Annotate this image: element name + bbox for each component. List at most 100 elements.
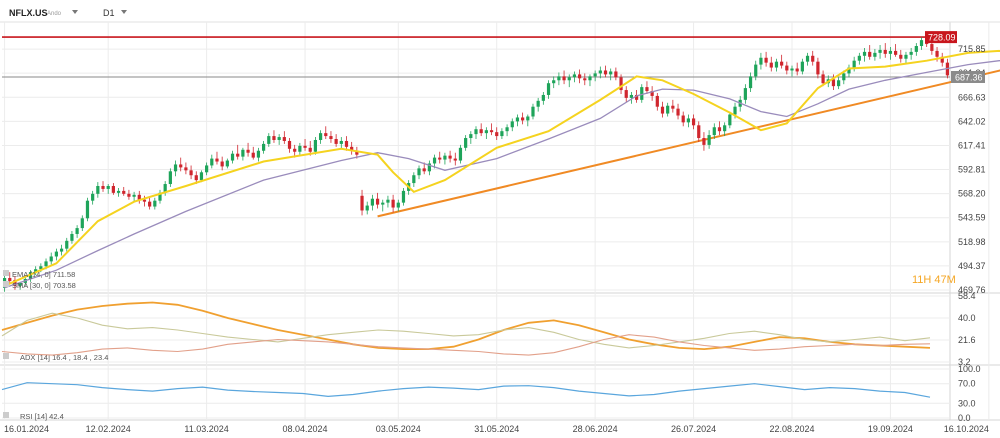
candle-body — [334, 139, 338, 144]
candle-body — [303, 145, 307, 148]
candle-body — [805, 55, 810, 62]
candle-body — [75, 228, 79, 234]
candle-body — [412, 175, 416, 184]
candle-body — [339, 140, 343, 144]
candle-body — [500, 131, 504, 137]
symbol-label[interactable]: NFLX.US — [9, 8, 48, 18]
candle-body — [536, 100, 540, 107]
candle-body — [417, 168, 421, 176]
candle-body — [474, 129, 478, 135]
candle-body — [821, 74, 825, 84]
candle-body — [780, 61, 784, 66]
candle-body — [785, 65, 789, 71]
candle-body — [251, 152, 255, 158]
candle-body — [837, 80, 841, 87]
candle-body — [163, 184, 167, 193]
y-tick-label: 592.81 — [958, 165, 986, 175]
adx-series-line — [1, 334, 931, 356]
candle-body — [116, 190, 121, 193]
candle-body — [65, 240, 69, 249]
y-tick-label: 617.41 — [958, 140, 986, 150]
rsi-legend-text: RSI [14] 42.4 — [20, 412, 64, 421]
candle-body — [184, 167, 188, 171]
candle-body — [34, 269, 38, 273]
x-tick-label: 11.03.2024 — [184, 424, 228, 434]
ema-legend: EMA [14, 0] 711.58 — [12, 270, 75, 279]
candle-body — [215, 158, 219, 162]
candle-body — [899, 54, 903, 59]
rsi-plot[interactable] — [1, 382, 931, 398]
candle-body — [267, 136, 271, 144]
candle-body — [85, 200, 90, 219]
candle-body — [878, 49, 882, 53]
candle-body — [49, 256, 53, 262]
x-tick-label: 31.05.2024 — [474, 424, 519, 434]
x-tick-label: 16.01.2024 — [4, 424, 49, 434]
candle-body — [210, 158, 214, 166]
legend-square-icon — [3, 412, 9, 418]
grid — [2, 22, 990, 420]
candle-body — [655, 95, 659, 107]
candle-body — [733, 106, 737, 115]
rsi-series-line — [1, 382, 931, 398]
rsi-tick-label: 30.0 — [958, 398, 976, 408]
candle-body — [469, 134, 473, 139]
panels — [0, 21, 1000, 421]
candle-body — [381, 202, 385, 205]
x-tick-label: 28.06.2024 — [573, 424, 618, 434]
resistance-price-text: 728.09 — [928, 33, 956, 43]
candle-body — [391, 199, 395, 208]
x-tick-label: 22.08.2024 — [769, 424, 814, 434]
candle-body — [904, 54, 908, 59]
mode-label: Ando — [47, 11, 62, 17]
current-price-tag — [951, 70, 985, 83]
candle-body — [583, 78, 587, 81]
resistance-price-tag — [925, 31, 957, 44]
timeframe-label[interactable]: D1 — [103, 8, 115, 18]
candle-body — [567, 77, 571, 81]
candle-body — [241, 149, 245, 157]
chevron-down-icon[interactable] — [72, 10, 78, 14]
y-tick-label: 469.76 — [958, 285, 986, 295]
candle-body — [894, 50, 898, 55]
adx-plot[interactable] — [1, 301, 931, 356]
candle-body — [101, 185, 105, 189]
candle-body — [562, 76, 566, 81]
candle-body — [173, 164, 178, 172]
candle-body — [396, 202, 400, 208]
candle-body — [106, 185, 110, 189]
candle-body — [168, 171, 172, 185]
candle-body — [624, 90, 628, 98]
candle-body — [515, 117, 520, 122]
candle-body — [438, 157, 442, 160]
candle-body — [857, 55, 861, 61]
candle-body — [728, 114, 732, 126]
x-tick-label: 26.07.2024 — [671, 424, 716, 434]
timeframe-chevron-down-icon[interactable] — [121, 10, 127, 14]
rsi-tick-label: 0.0 — [958, 413, 971, 423]
candle-body — [919, 40, 924, 47]
candle-body — [588, 76, 592, 81]
candle-body — [686, 118, 690, 123]
adx-tick-label: 58.4 — [958, 291, 976, 301]
x-tick-label: 16.10.2024 — [944, 424, 989, 434]
candle-body — [132, 194, 136, 197]
candle-body — [489, 130, 494, 133]
adx-series-line — [1, 312, 931, 349]
main-legend: EMA [14, 0] 711.58 SMA [30, 0] 703.58 — [3, 270, 76, 290]
candle-body — [205, 165, 209, 173]
candle-body — [256, 150, 261, 158]
candle-body — [448, 155, 452, 159]
candle-body — [614, 71, 618, 78]
candle-body — [282, 137, 286, 141]
candle-body — [194, 175, 198, 181]
candle-body — [603, 70, 608, 75]
candle-body — [774, 61, 779, 68]
adx-legend-text: ADX [14] 16.4 , 18.4 , 23.4 — [20, 353, 108, 362]
toolbar: NFLX.US Ando D1 — [9, 8, 127, 18]
price-plot[interactable] — [1, 33, 1000, 292]
y-tick-label: 666.63 — [958, 92, 986, 102]
candle-body — [432, 157, 437, 164]
candle-body — [464, 138, 468, 148]
candle-body — [557, 76, 561, 81]
